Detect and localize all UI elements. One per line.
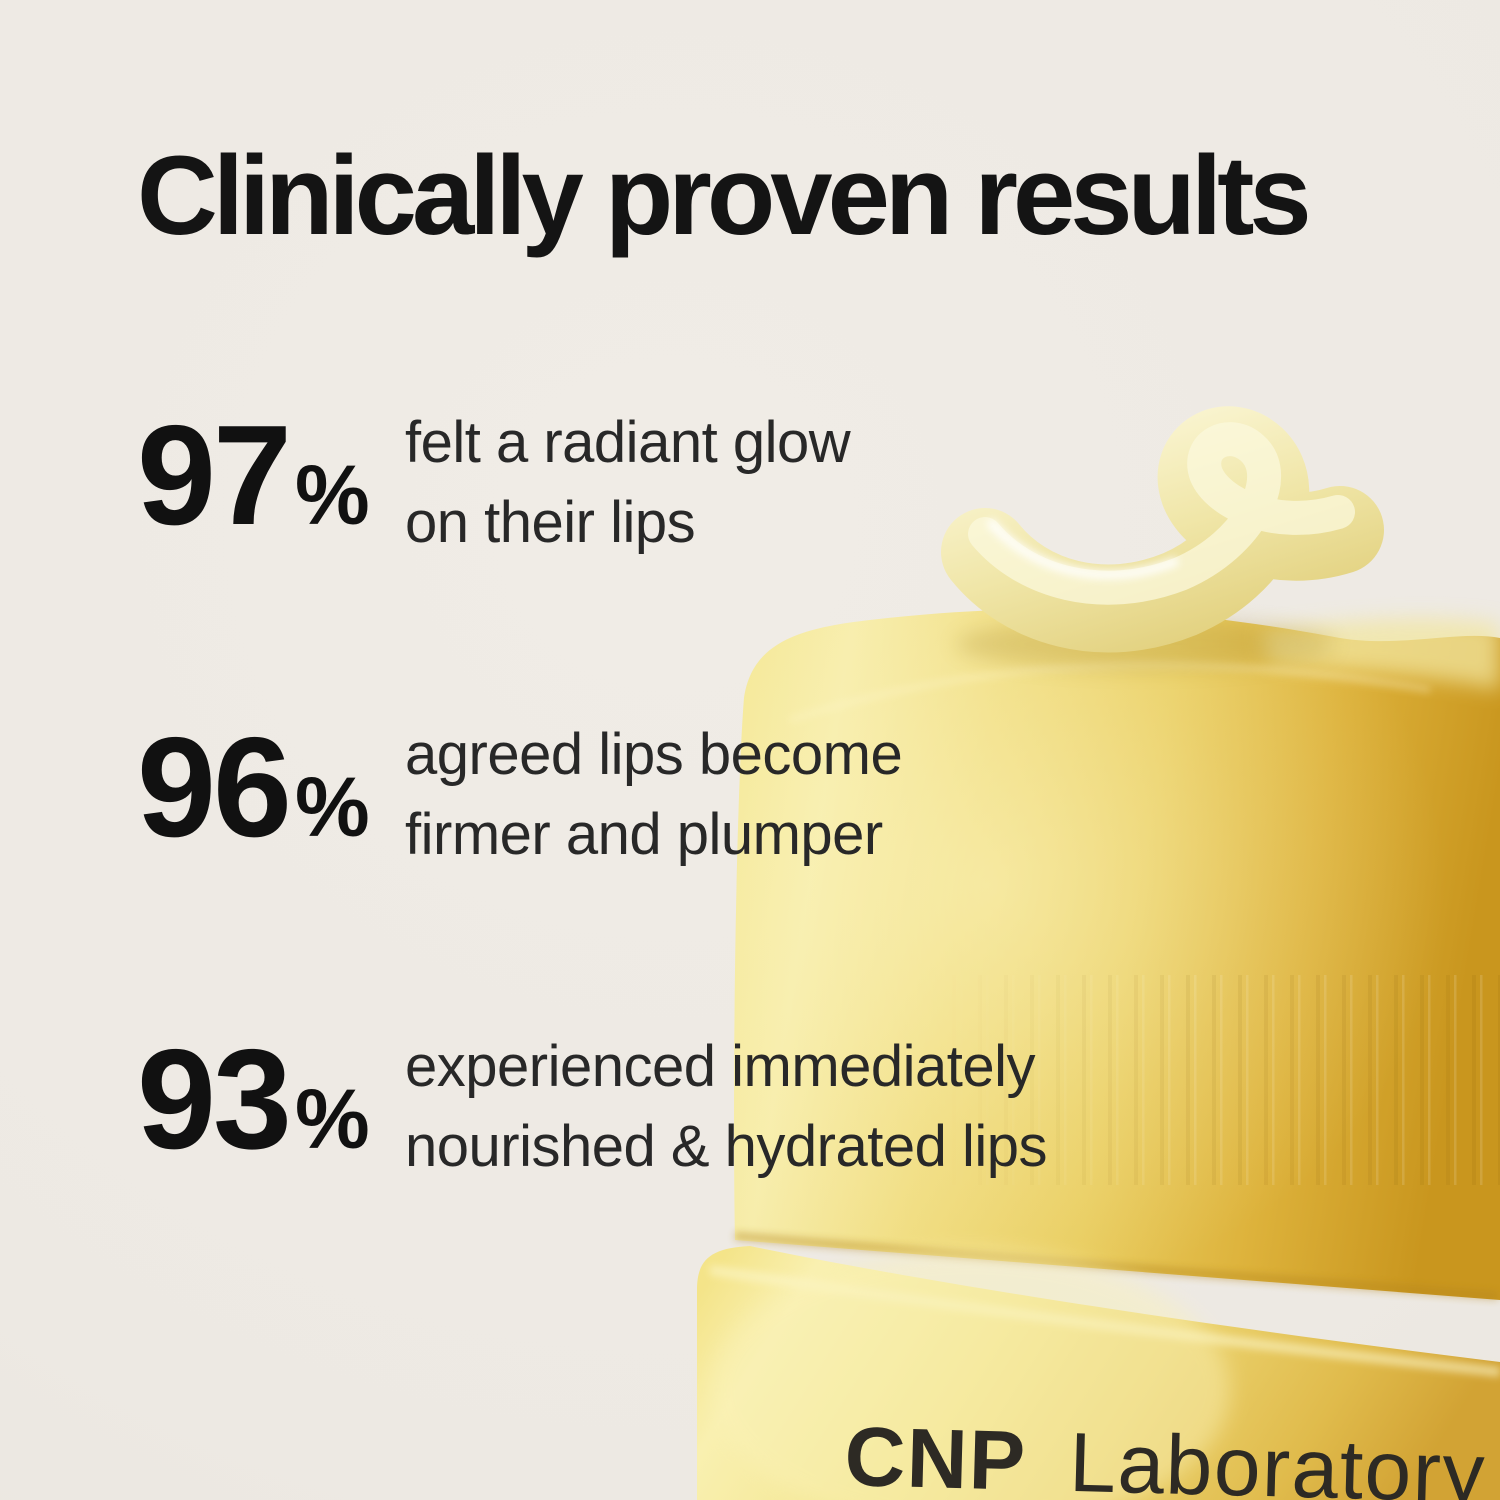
headline: Clinically proven results <box>137 133 1312 258</box>
balm-swirl <box>941 406 1384 670</box>
stat-description-line2: on their lips <box>405 490 696 555</box>
stat-number-block: 93% <box>137 1020 405 1179</box>
cap-bottom-seam <box>734 1232 1499 1300</box>
stat-description-line1: experienced immediately <box>405 1034 1036 1099</box>
stat-description-line1: felt a radiant glow <box>405 410 851 475</box>
lip-balm-body: CNP Laboratory <box>697 1246 1500 1500</box>
stat-value: 93 <box>137 1020 292 1179</box>
stat-row: 96% agreed lips become firmer and plumpe… <box>137 708 903 875</box>
stat-value: 96 <box>137 708 292 867</box>
percent-sign: % <box>294 760 370 854</box>
stat-description-line2: nourished & hydrated lips <box>405 1114 1048 1179</box>
product-photo: CNP Laboratory <box>697 406 1500 1500</box>
stat-description: felt a radiant glow on their lips <box>405 403 851 563</box>
brand-logo-text: CNP Laboratory <box>844 1409 1488 1500</box>
balm-highlight <box>968 422 1355 605</box>
stat-description-line2: firmer and plumper <box>405 802 883 867</box>
stat-description: agreed lips become firmer and plumper <box>405 715 903 875</box>
stat-row: 93% experienced immediately nourished & … <box>137 1020 1048 1187</box>
stat-number-block: 97% <box>137 396 405 555</box>
balm-gloss-streak <box>987 519 1179 580</box>
brand-logo-regular: Laboratory <box>1068 1415 1487 1500</box>
stat-description: experienced immediately nourished & hydr… <box>405 1027 1048 1187</box>
percent-sign: % <box>294 448 370 542</box>
stat-number-block: 96% <box>137 708 405 867</box>
body-glow <box>710 1250 1230 1500</box>
lip-balm-cap <box>734 609 1500 1300</box>
percent-sign: % <box>294 1072 370 1166</box>
stat-description-line1: agreed lips become <box>405 722 903 787</box>
cap-rib-texture <box>940 975 1500 1185</box>
stat-value: 97 <box>137 396 292 555</box>
stat-row: 97% felt a radiant glow on their lips <box>137 396 851 563</box>
brand-logo-bold: CNP <box>844 1409 1028 1500</box>
